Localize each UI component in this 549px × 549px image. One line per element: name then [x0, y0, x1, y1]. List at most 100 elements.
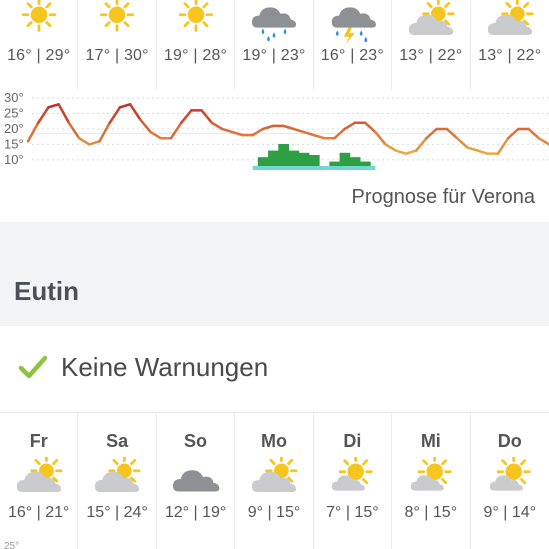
temperature-chart: 30° 25° 20° 15° 10° [0, 86, 549, 178]
week-day-name: Do [497, 431, 522, 451]
week-day-icon [480, 454, 540, 503]
mostly-sunny-icon [489, 454, 531, 491]
chart-precipitation-bar [257, 157, 269, 166]
chart-temperature-segment [57, 103, 71, 125]
week-day-column[interactable]: Mi 8° | 15° [392, 413, 471, 549]
week-day-temps: 15° | 24° [86, 504, 148, 521]
forecast-day-column[interactable]: 13° | 22° [392, 0, 471, 90]
chart-precipitation-base [252, 166, 376, 170]
chart-precipitation-bar [298, 152, 310, 166]
week-day-icon [244, 454, 304, 503]
week-day-name: Di [343, 431, 362, 451]
forecast-day-icon [9, 0, 69, 46]
forecast-day-icon [322, 0, 382, 46]
week-day-temps: 8° | 15° [404, 504, 458, 521]
week-day-icon [87, 454, 147, 503]
chart-temperature-segment [506, 127, 520, 140]
chart-temperature-segment [231, 130, 244, 137]
forecast-day-column[interactable]: 17° | 30° [78, 0, 157, 90]
week-day-column[interactable]: Fr 16° | 21° 25° [0, 413, 79, 549]
chart-temperature-segment [36, 106, 50, 125]
chart-precipitation-bar [288, 150, 300, 166]
chart-temperature-segment [312, 133, 326, 140]
chart-temperature-segment [445, 127, 459, 140]
partly-cloudy-icon [251, 454, 298, 492]
chart-temperature-segment [210, 121, 224, 131]
forecast-day-row: 16° | 29° 17° | 30° 19° | 28° 19° | 23° … [0, 0, 549, 90]
chart-temperature-segment [108, 106, 122, 125]
chart-temperature-segment [537, 136, 549, 146]
cloud-icon [172, 470, 219, 492]
chart-temperature-segment [425, 127, 438, 140]
warnings-card[interactable] [0, 326, 549, 412]
chart-temperature-segment [466, 146, 479, 152]
chart-temperature-segment [414, 136, 428, 152]
forecast-day-temps: 13° | 22° [399, 47, 463, 64]
week-day-column[interactable]: Di 7° | 15° [314, 413, 393, 549]
sun-icon [178, 0, 213, 32]
week-day-column[interactable]: Sa 15° | 24° [78, 413, 157, 549]
sun-icon [21, 0, 56, 32]
week-day-column[interactable]: Do 9° | 14° [471, 413, 549, 549]
warnings-status-text: Keine Warnungen [61, 352, 269, 382]
mostly-sunny-icon [410, 454, 452, 491]
week-day-icon [401, 454, 461, 503]
forecast-day-icon [480, 0, 540, 46]
forecast-day-temps: 13° | 22° [478, 47, 542, 64]
chart-temperature-segment [282, 124, 295, 131]
chart-temperature-segment [455, 136, 469, 149]
week-day-column[interactable]: So 12° | 19° [157, 413, 236, 549]
forecast-panel: 16° | 29° 17° | 30° 19° | 28° 19° | 23° … [0, 0, 549, 222]
chart-temperature-segment [98, 121, 111, 143]
forecast-day-column[interactable]: 16° | 29° [0, 0, 79, 90]
forecast-day-temps: 16° | 23° [320, 47, 385, 64]
thunderstorm-icon [332, 7, 377, 45]
forecast-day-icon [87, 0, 147, 46]
chart-temperature-segment [88, 140, 101, 146]
partly-cloudy-icon [487, 0, 534, 35]
week-day-name: Mi [420, 431, 441, 451]
chart-temperature-segment [404, 149, 418, 155]
week-day-name: Mo [260, 431, 287, 451]
forecast-day-temps: 16° | 29° [7, 47, 71, 64]
forecast-day-icon [166, 0, 226, 46]
chart-temperature-segment [384, 143, 398, 152]
chart-precipitation-bar [329, 161, 341, 166]
forecast-day-temps: 19° | 28° [163, 47, 228, 64]
week-day-name: So [184, 431, 208, 451]
forecast-day-column[interactable]: 19° | 28° [157, 0, 236, 90]
forecast-day-column[interactable]: 16° | 23° [314, 0, 393, 90]
forecast-day-icon [401, 0, 461, 46]
chart-temperature-segment [527, 127, 541, 140]
chart-y-tick: 15° [4, 136, 24, 151]
chart-temperature-segment [363, 121, 377, 134]
chart-y-tick: 10° [4, 152, 24, 167]
chart-precipitation-bar [349, 157, 361, 166]
chart-precipitation-bar [278, 144, 289, 166]
chart-temperature-segment [333, 127, 346, 140]
temperature-chart-svg: 30°25°20°15°10° [4, 90, 549, 170]
chart-temperature-segment [292, 127, 306, 134]
partly-cloudy-icon [16, 454, 63, 492]
week-day-temps: 7° | 15° [326, 504, 379, 521]
week-day-icon [166, 457, 226, 503]
forecast-day-column[interactable]: 13° | 22° [471, 0, 549, 90]
partly-cloudy-icon [95, 454, 141, 492]
week-day-temps: 16° | 21° [7, 504, 70, 521]
chart-temperature-segment [302, 130, 316, 137]
week-day-column[interactable]: Mo 9° | 15° [235, 413, 314, 549]
forecast-day-temps: 17° | 30° [85, 47, 149, 64]
chart-temperature-segment [476, 149, 489, 155]
chart-y-tick: 30° [4, 90, 24, 105]
chart-temperature-segment [77, 136, 91, 146]
forecast-day-column[interactable]: 19° | 23° [235, 0, 314, 90]
chart-temperature-segment [374, 130, 387, 146]
chart-precipitation-bar [339, 152, 351, 166]
week-day-temps: 12° | 19° [164, 504, 227, 521]
chart-precipitation-bar [360, 161, 371, 166]
forecast-location-label[interactable]: Prognose für Verona [351, 186, 535, 208]
chart-temperature-segment [394, 149, 408, 155]
week-axis-hint: 25° [4, 541, 20, 549]
mostly-sunny-icon [332, 454, 374, 491]
chart-temperature-segment [149, 130, 163, 140]
